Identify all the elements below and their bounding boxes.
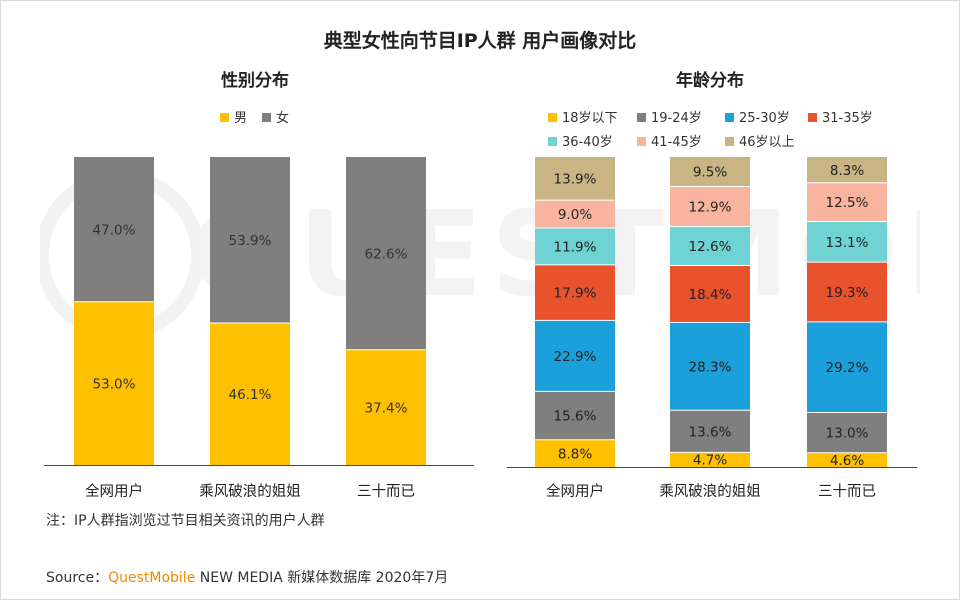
footnote: 注：IP人群指浏览过节目相关资讯的用户人群 [46,513,325,529]
data-label: 4.7% [693,453,727,469]
bar-segment [807,321,887,413]
legend-item-age-over46: 46岁以上 [725,131,795,150]
bar-segment [346,157,426,350]
source-line: Source：QuestMobile NEW MEDIA 新媒体数据库 2020… [46,567,448,587]
data-label: 28.3% [689,359,732,375]
legend-swatch-female [262,113,271,122]
data-label: 18.4% [689,287,732,303]
data-label: 37.4% [365,400,408,416]
data-label: 62.6% [365,246,408,262]
bar-segment [807,182,887,222]
legend-item-age-31-35: 31-35岁 [808,107,873,126]
bar-segment [346,349,426,465]
bar-segment [807,221,887,263]
data-label: 22.9% [554,349,597,365]
legend-label: 女 [276,111,290,126]
bar-segment [535,264,615,321]
bar-segment [535,320,615,392]
legend-item-age-19-24: 19-24岁 [637,107,702,126]
bar-segment [535,227,615,265]
data-label: 9.0% [558,207,592,223]
data-label: 13.9% [554,172,597,188]
legend-swatch [725,137,734,146]
bar-segment [670,452,750,467]
data-label: 8.8% [558,446,592,462]
data-label: 12.6% [689,239,732,255]
bar-segment [210,323,290,465]
bar-segment [535,157,615,201]
bar-segment [74,157,154,302]
data-label: 53.0% [93,376,136,392]
legend-swatch [725,113,734,122]
data-label: 13.6% [689,424,732,440]
source-brand: QuestMobile [108,570,196,586]
legend-swatch [808,113,817,122]
legend-label: 19-24岁 [651,111,702,126]
bar-segment [670,265,750,323]
legend-swatch [548,137,557,146]
bar-segment [807,412,887,453]
source-prefix: Source： [46,570,109,586]
bar-segment [535,439,615,467]
data-label: 15.6% [554,409,597,425]
bar-segment [670,157,750,187]
legend-label: 41-45岁 [651,135,702,150]
data-label: 8.3% [830,163,864,179]
legend-label: 46岁以上 [739,135,795,150]
category-label: 乘风破浪的姐姐 [199,483,301,500]
data-label: 53.9% [229,233,272,249]
category-label: 全网用户 [546,482,604,500]
legend-swatch [548,113,557,122]
legend-item-age-41-45: 41-45岁 [637,131,702,150]
data-label: 17.9% [554,286,597,302]
bar-segment [670,410,750,453]
data-label: 9.5% [693,165,727,181]
data-label: 47.0% [93,222,136,238]
bar-segment [670,226,750,266]
data-label: 46.1% [229,387,272,403]
category-label: 全网用户 [85,482,143,500]
bar-segment [807,157,887,183]
bar-segment [670,186,750,227]
data-label: 12.5% [826,195,869,211]
legend-label: 31-35岁 [822,111,873,126]
legend-swatch [637,137,646,146]
legend-item-age-25-30: 25-30岁 [725,107,790,126]
category-label: 三十而已 [818,483,876,500]
bar-segment [535,391,615,440]
data-label: 19.3% [826,285,869,301]
bar-segment [807,452,887,467]
legend-item-age-36-40: 36-40岁 [548,131,613,150]
bar-segment [670,322,750,411]
legend-label: 25-30岁 [739,111,790,126]
page-title: 典型女性向节目IP人群 用户画像对比 [323,30,637,52]
bar-segment [210,157,290,324]
data-label: 4.6% [830,453,864,469]
data-label: 11.9% [554,239,597,255]
legend-item-age-under18: 18岁以下 [548,107,618,126]
bar-segment [74,301,154,465]
bar-segment [807,262,887,322]
source-suffix: NEW MEDIA 新媒体数据库 2020年7月 [195,570,449,586]
bar-segment [535,200,615,228]
legend-item-male: 男 [220,107,247,126]
gender-chart-title: 性别分布 [221,71,289,91]
legend-label: 36-40岁 [562,135,613,150]
legend-label: 男 [234,111,248,126]
data-label: 13.0% [826,426,869,442]
legend-swatch-male [220,113,229,122]
category-label: 三十而已 [357,483,415,500]
legend-label: 18岁以下 [562,111,618,126]
legend-swatch [637,113,646,122]
data-label: 29.2% [826,360,869,376]
data-label: 12.9% [689,199,732,215]
legend-item-female: 女 [262,107,289,126]
data-label: 13.1% [826,235,869,251]
category-label: 乘风破浪的姐姐 [659,483,761,500]
age-chart-title: 年龄分布 [676,71,744,91]
